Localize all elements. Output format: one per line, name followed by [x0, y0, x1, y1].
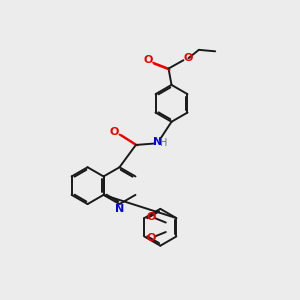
- Text: H: H: [160, 138, 168, 148]
- Text: O: O: [110, 127, 119, 136]
- Text: O: O: [143, 55, 153, 65]
- Text: O: O: [146, 233, 156, 243]
- Text: N: N: [115, 204, 124, 214]
- Text: N: N: [153, 137, 162, 147]
- Text: O: O: [184, 53, 193, 63]
- Text: O: O: [146, 212, 156, 222]
